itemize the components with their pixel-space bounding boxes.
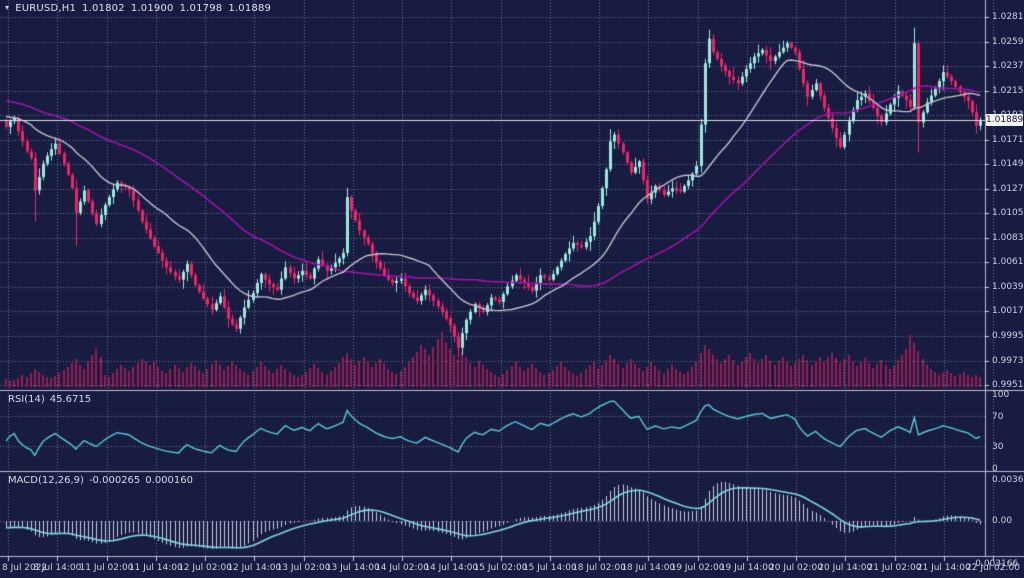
price-axis-label: 1.01055 bbox=[992, 208, 1024, 219]
current-price-tag: 1.01889 bbox=[986, 114, 1024, 127]
symbol-label: EURUSD,H1 bbox=[15, 3, 77, 14]
macd-axis-label: 0.00 bbox=[992, 516, 1013, 526]
rsi-axis-label: 70 bbox=[992, 412, 1004, 423]
time-axis-label: 18 Jul 02:00 bbox=[572, 563, 626, 573]
time-axis-label: 21 Jul 02:00 bbox=[867, 563, 922, 573]
time-axis-label: 8 Jul 2022 bbox=[2, 563, 48, 573]
rsi-indicator-label: RSI(14) 45.6715 bbox=[8, 394, 96, 405]
price-axis-label: 1.01715 bbox=[992, 134, 1024, 145]
price-axis-label: 1.00395 bbox=[992, 281, 1024, 292]
price-axis-label: 1.01495 bbox=[992, 159, 1024, 170]
rsi-axis-label: 100 bbox=[992, 390, 1010, 400]
ohlc-header: ▾ EURUSD,H1 1.01802 1.01900 1.01798 1.01889 bbox=[5, 3, 277, 14]
macd-signal-value: 0.000160 bbox=[145, 475, 193, 486]
price-axis-label: 1.00615 bbox=[992, 257, 1024, 268]
time-axis-label: 12 Jul 14:00 bbox=[227, 563, 282, 573]
time-axis-label: 20 Jul 02:00 bbox=[769, 563, 823, 573]
rsi-axis-label: 30 bbox=[992, 441, 1004, 452]
time-axis-label: 22 Jul 02:00 bbox=[966, 563, 1020, 573]
ohlc-low: 1.01798 bbox=[179, 3, 223, 14]
price-axis-label: 1.02375 bbox=[992, 61, 1024, 72]
symbol-marker-icon: ▾ bbox=[5, 3, 10, 12]
time-axis-label: 19 Jul 14:00 bbox=[719, 563, 774, 573]
price-axis-label: 1.01275 bbox=[992, 183, 1024, 194]
ohlc-open: 1.01802 bbox=[82, 3, 125, 14]
macd-indicator-label: MACD(12,26,9) -0.000265 0.000160 bbox=[8, 475, 198, 486]
time-axis-label: 20 Jul 14:00 bbox=[818, 563, 873, 573]
rsi-axis-label: 0 bbox=[992, 464, 998, 474]
ohlc-close: 1.01889 bbox=[228, 3, 272, 14]
time-axis-label: 21 Jul 14:00 bbox=[916, 563, 971, 573]
macd-name: MACD(12,26,9) bbox=[8, 475, 84, 486]
time-axis-label: 15 Jul 02:00 bbox=[473, 563, 528, 573]
time-axis-label: 19 Jul 02:00 bbox=[670, 563, 725, 573]
ohlc-high: 1.01900 bbox=[130, 3, 174, 14]
time-axis-label: 13 Jul 14:00 bbox=[325, 563, 380, 573]
time-axis-label: 11 Jul 14:00 bbox=[128, 563, 183, 573]
time-axis-label: 12 Jul 02:00 bbox=[178, 563, 232, 573]
time-axis-label: 13 Jul 02:00 bbox=[276, 563, 331, 573]
time-axis[interactable]: 8 Jul 2022 8 Jul 14:00 11 Jul 02:00 11 Jul … bbox=[0, 557, 1024, 578]
time-axis-label: 14 Jul 02:00 bbox=[375, 563, 429, 573]
price-axis-label: 0.99515 bbox=[992, 380, 1024, 391]
price-axis-label: 1.00175 bbox=[992, 306, 1024, 317]
price-axis-label: 1.02595 bbox=[992, 36, 1024, 47]
time-axis-label: 11 Jul 02:00 bbox=[79, 563, 134, 573]
time-axis-label: 18 Jul 14:00 bbox=[621, 563, 676, 573]
macd-axis-label: 0.0036 bbox=[992, 474, 1024, 485]
price-axis-label: 1.02155 bbox=[992, 85, 1024, 96]
price-axis-label: 0.99955 bbox=[992, 330, 1024, 341]
macd-value: -0.000265 bbox=[88, 475, 141, 486]
time-axis-label: 8 Jul 14:00 bbox=[33, 563, 82, 573]
time-axis-label: 14 Jul 14:00 bbox=[424, 563, 479, 573]
time-axis-label: 15 Jul 14:00 bbox=[522, 563, 577, 573]
price-axis-label: 1.02815 bbox=[992, 12, 1024, 22]
rsi-name: RSI(14) bbox=[8, 394, 45, 405]
price-axis-label: 1.00835 bbox=[992, 232, 1024, 243]
macd-axis-min-label: -0.003166 bbox=[972, 559, 1019, 569]
price-axis[interactable]: 1.028151.025951.023751.021551.019351.017… bbox=[985, 0, 1024, 557]
price-axis-label: 0.99735 bbox=[992, 355, 1024, 366]
rsi-value: 45.6715 bbox=[49, 394, 92, 405]
